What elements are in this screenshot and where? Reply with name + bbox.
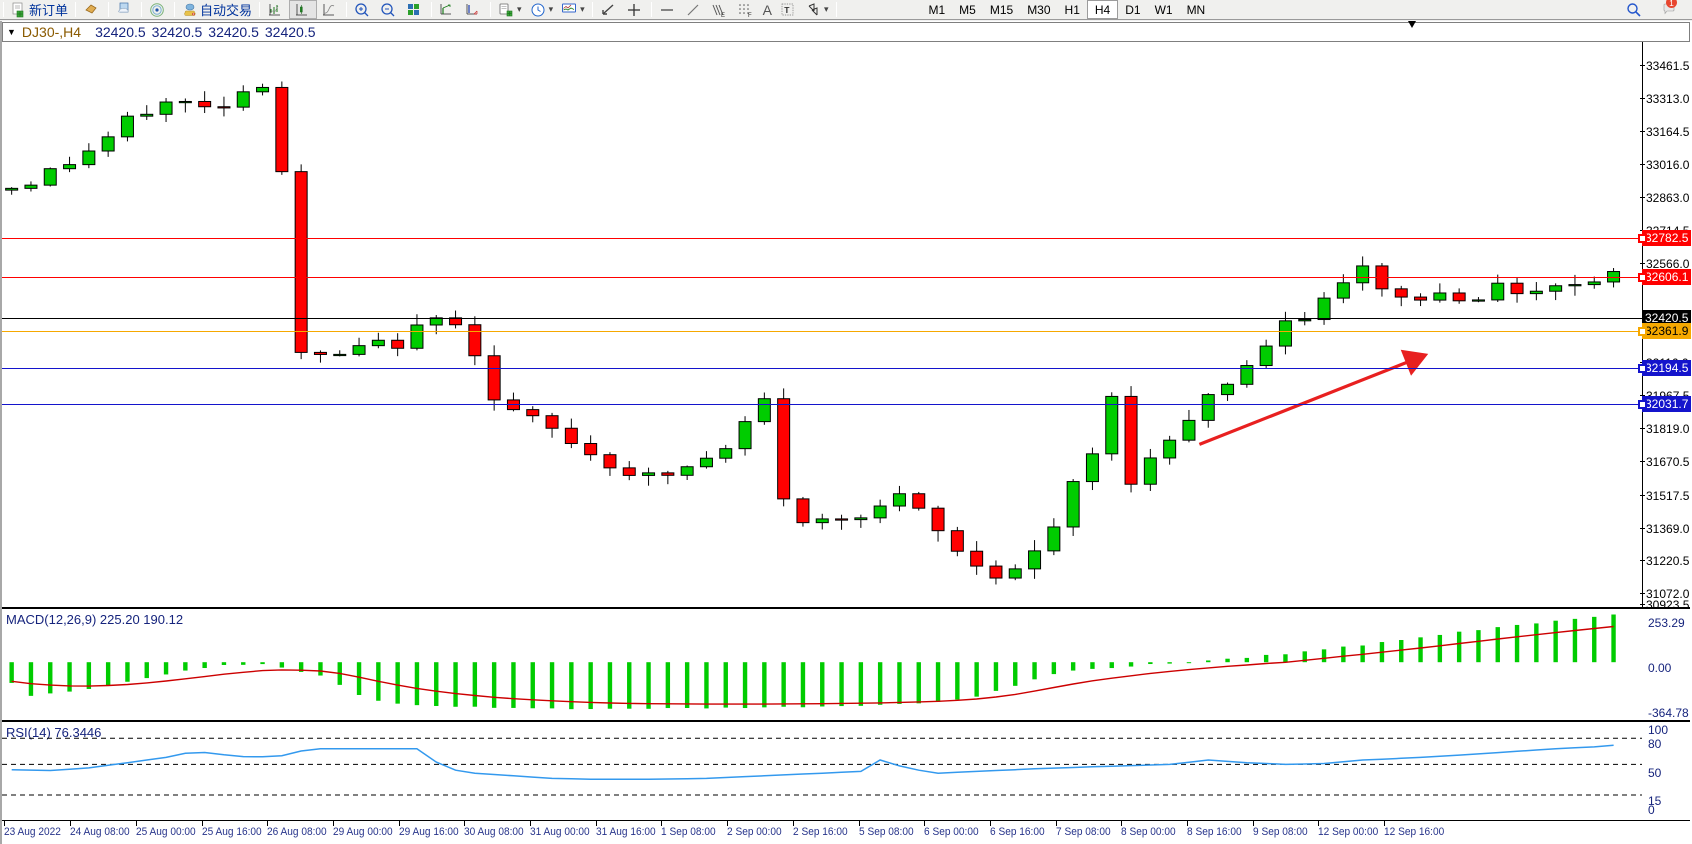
svg-text:T: T [784,5,790,15]
svg-text:E: E [721,13,725,18]
svg-text:F: F [748,13,752,18]
